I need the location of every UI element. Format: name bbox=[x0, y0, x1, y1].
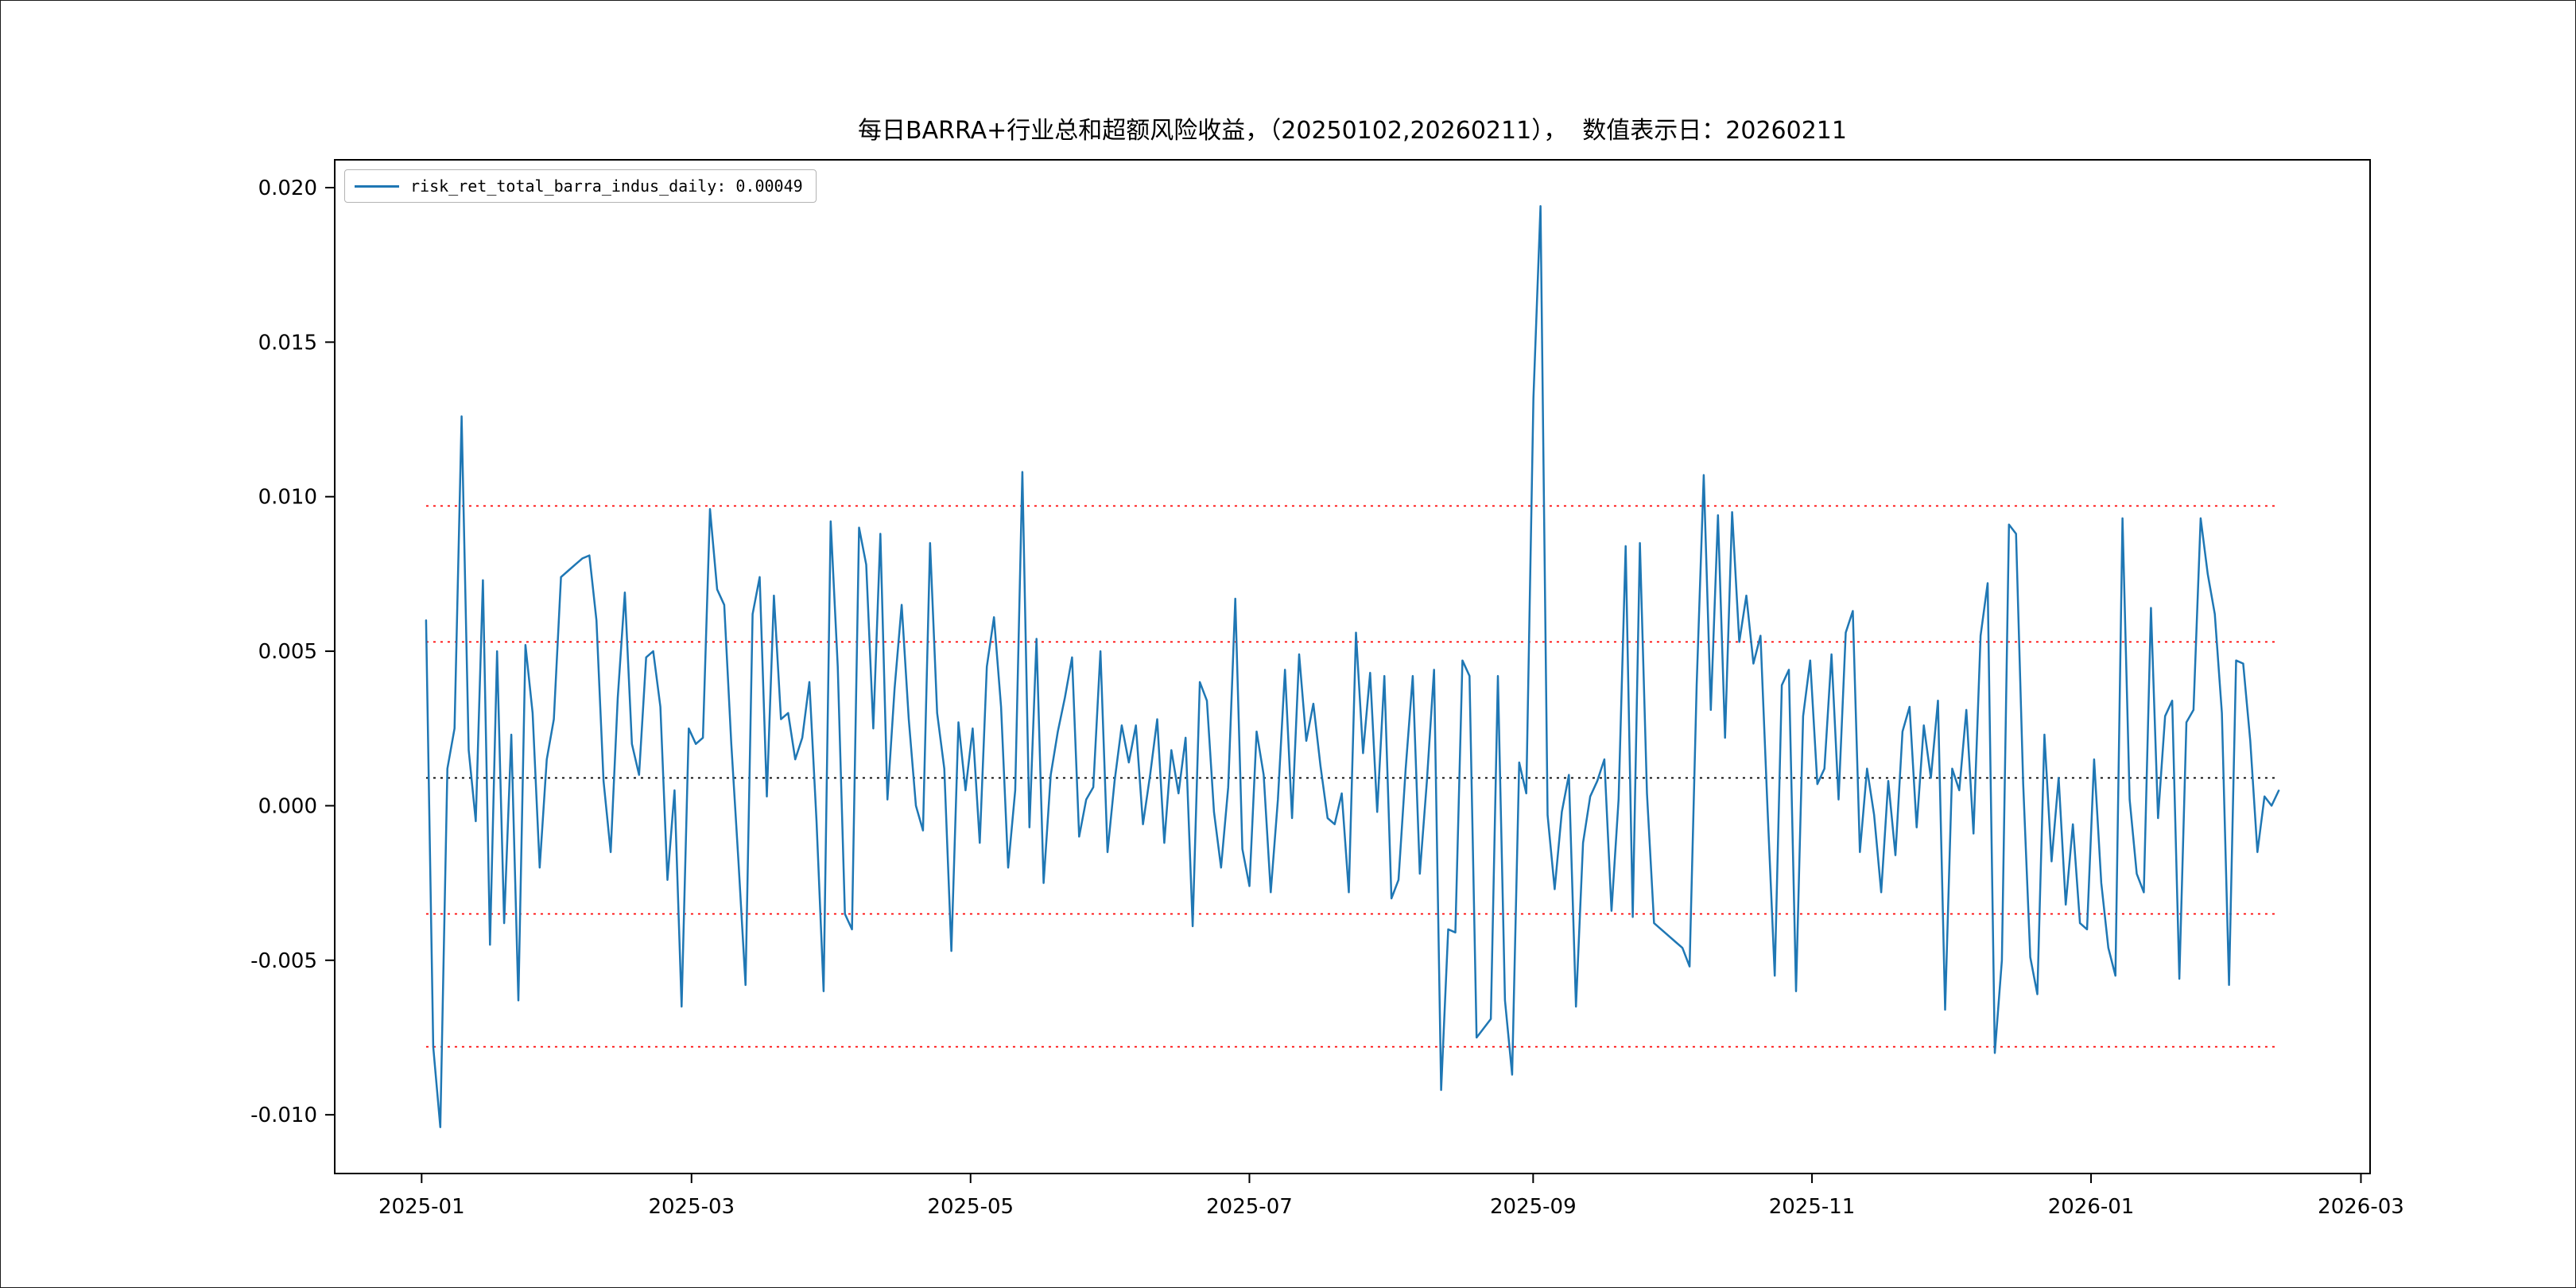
x-tick-label: 2025-11 bbox=[1769, 1195, 1856, 1219]
x-tick-label: 2025-05 bbox=[927, 1195, 1014, 1219]
chart-legend: risk_ret_total_barra_indus_daily: 0.0004… bbox=[344, 169, 817, 203]
chart-title: 每日BARRA+行业总和超额风险收益，（20250102,20260211）， … bbox=[858, 117, 1847, 145]
y-tick-label: -0.005 bbox=[250, 949, 317, 973]
y-tick-label: 0.005 bbox=[258, 640, 317, 664]
plot-border bbox=[334, 159, 2371, 1174]
y-tick-label: 0.000 bbox=[258, 794, 317, 818]
x-tick-label: 2025-03 bbox=[648, 1195, 735, 1219]
series-line bbox=[425, 205, 2280, 1128]
legend-line-sample-icon bbox=[355, 184, 399, 188]
y-tick-label: 0.020 bbox=[258, 177, 317, 200]
x-tick-label: 2025-09 bbox=[1490, 1195, 1577, 1219]
x-tick-label: 2025-07 bbox=[1206, 1195, 1293, 1219]
legend-label: risk_ret_total_barra_indus_daily: 0.0004… bbox=[410, 177, 803, 196]
y-tick-label: 0.010 bbox=[258, 486, 317, 510]
y-tick-label: 0.015 bbox=[258, 331, 317, 355]
y-tick-label: -0.010 bbox=[250, 1104, 317, 1127]
x-tick-label: 2026-03 bbox=[2318, 1195, 2404, 1219]
x-tick-label: 2025-01 bbox=[378, 1195, 465, 1219]
x-tick-label: 2026-01 bbox=[2048, 1195, 2135, 1219]
